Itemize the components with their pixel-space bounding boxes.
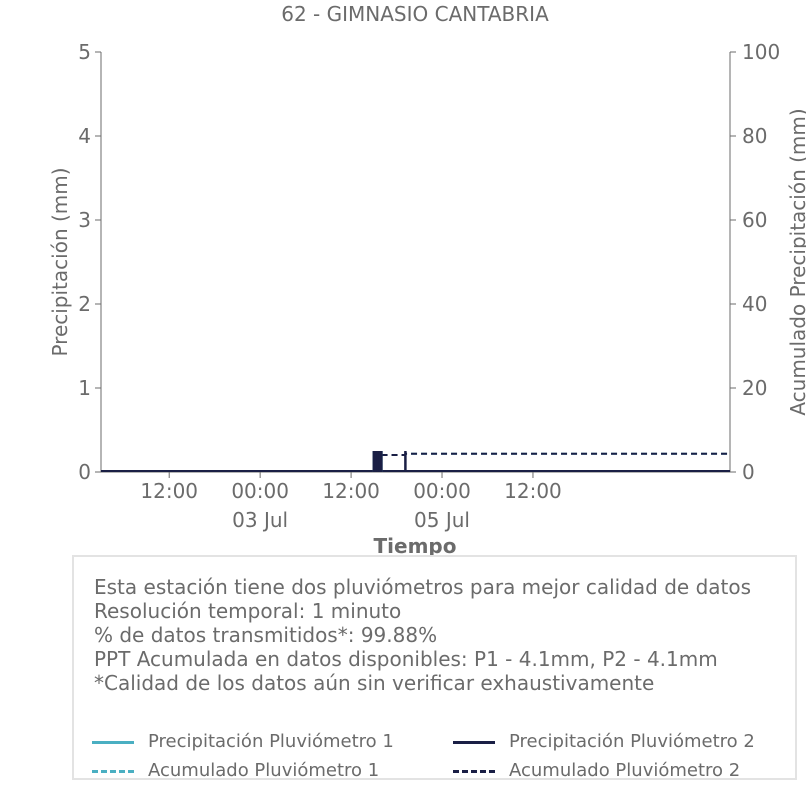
- y-tick-label: 3: [78, 208, 91, 232]
- x-tick-date-label: 05 Jul: [414, 508, 470, 532]
- x-tick-label: 12:00: [140, 479, 198, 503]
- y2-tick-label: 0: [742, 460, 755, 484]
- y2-tick-label: 80: [742, 124, 767, 148]
- x-tick-label: 12:00: [322, 479, 380, 503]
- info-text: Esta estación tiene dos pluviómetros par…: [94, 575, 751, 695]
- axes: [100, 52, 731, 473]
- ticks: 0 1 2 3 4 5 0 20 40 60 80 100 12:00 00:00 03 Jul 12:00 0…: [78, 40, 780, 532]
- series: [101, 451, 730, 472]
- legend-label-acc2: Acumulado Pluviómetro 2: [509, 760, 741, 781]
- y2-tick-label: 40: [742, 292, 767, 316]
- legend-label-p1: Precipitación Pluviómetro 1: [148, 731, 394, 752]
- x-tick-date-label: 03 Jul: [232, 508, 288, 532]
- info-box: Esta estación tiene dos pluviómetros par…: [72, 555, 797, 781]
- y-tick-label: 2: [78, 292, 91, 316]
- info-line-accumulated: PPT Acumulada en datos disponibles: P1 -…: [94, 647, 718, 671]
- x-tick-label: 00:00: [413, 479, 471, 503]
- info-line-pluviometers: Esta estación tiene dos pluviómetros par…: [94, 575, 752, 599]
- chart-title: 62 - GIMNASIO CANTABRIA: [281, 2, 549, 26]
- y2-tick-label: 20: [742, 376, 767, 400]
- y-tick-label: 4: [78, 124, 91, 148]
- x-tick-label: 00:00: [231, 479, 289, 503]
- legend-label-acc1: Acumulado Pluviómetro 1: [148, 760, 380, 781]
- y-tick-label: 0: [78, 460, 91, 484]
- x-tick-label: 12:00: [504, 479, 562, 503]
- y2-tick-label: 60: [742, 208, 767, 232]
- precipitation-chart: 62 - GIMNASIO CANTABRIA 0 1 2 3 4 5 0 20 40 60 80 1…: [48, 2, 806, 558]
- legend-swatch-acc1: [92, 770, 134, 773]
- y2-tick-label: 100: [742, 40, 780, 64]
- y-tick-label: 5: [78, 40, 91, 64]
- cumulative-line: [101, 452, 730, 472]
- cumulative-line: [101, 452, 730, 472]
- x-axis-label: Tiempo: [374, 534, 457, 558]
- info-line-resolution: Resolución temporal: 1 minuto: [94, 599, 402, 623]
- info-line-quality: *Calidad de los datos aún sin verificar …: [94, 671, 655, 695]
- legend-swatch-p2: [453, 741, 495, 744]
- y-tick-label: 1: [78, 376, 91, 400]
- info-line-transmitted: % de datos transmitidos*: 99.88%: [94, 623, 438, 647]
- legend-swatch-p1: [92, 741, 134, 744]
- y-axis-label: Precipitación (mm): [48, 167, 72, 356]
- legend-label-p2: Precipitación Pluviómetro 2: [509, 731, 755, 752]
- y2-axis-label: Acumulado Precipitación (mm): [786, 108, 806, 415]
- legend-swatch-acc2: [453, 770, 495, 773]
